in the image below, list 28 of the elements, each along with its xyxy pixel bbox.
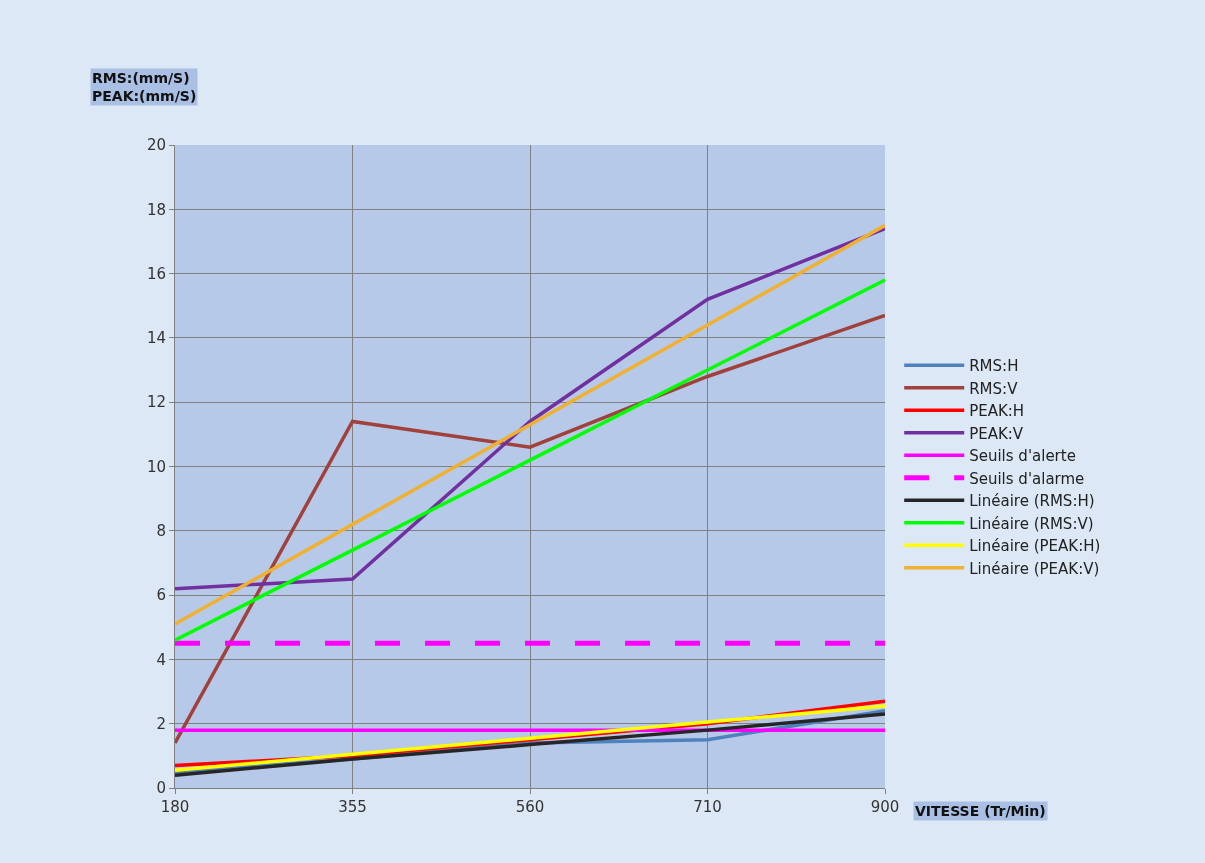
legend-label: Linéaire (RMS:V) <box>969 514 1094 533</box>
legend-label: PEAK:H <box>969 402 1025 421</box>
y-tick-label: 16 <box>146 264 166 283</box>
y-tick-label: 12 <box>146 393 166 412</box>
y-tick-label: 18 <box>146 200 166 219</box>
legend-label: Linéaire (PEAK:V) <box>969 559 1100 578</box>
x-tick-label: 355 <box>338 798 367 816</box>
x-tick-label: 560 <box>515 798 545 816</box>
legend-label: PEAK:V <box>969 424 1024 443</box>
legend-label: RMS:H <box>969 357 1019 376</box>
y-tick-label: 4 <box>156 650 166 669</box>
y-tick-label: 20 <box>146 136 166 155</box>
y-tick-label: 14 <box>146 329 166 348</box>
y-axis-title: RMS:(mm/S) PEAK:(mm/S) <box>92 70 197 105</box>
y-tick-label: 10 <box>146 457 166 476</box>
legend-label: Seuils d'alarme <box>969 469 1085 488</box>
y-tick-label: 2 <box>156 714 166 733</box>
legend-label: Linéaire (RMS:H) <box>969 492 1095 511</box>
x-axis-title: VITESSE (Tr/Min) <box>915 803 1046 819</box>
x-tick-label: 180 <box>160 798 190 816</box>
y-tick-label: 0 <box>156 779 166 798</box>
x-tick-label: 710 <box>693 798 722 816</box>
legend-label: Seuils d'alerte <box>969 447 1076 466</box>
y-tick-label: 8 <box>156 522 166 541</box>
legend-label: Linéaire (PEAK:H) <box>969 537 1101 556</box>
x-tick-label: 900 <box>870 798 900 816</box>
legend-label: RMS:V <box>969 379 1019 398</box>
y-tick-label: 6 <box>156 586 166 605</box>
